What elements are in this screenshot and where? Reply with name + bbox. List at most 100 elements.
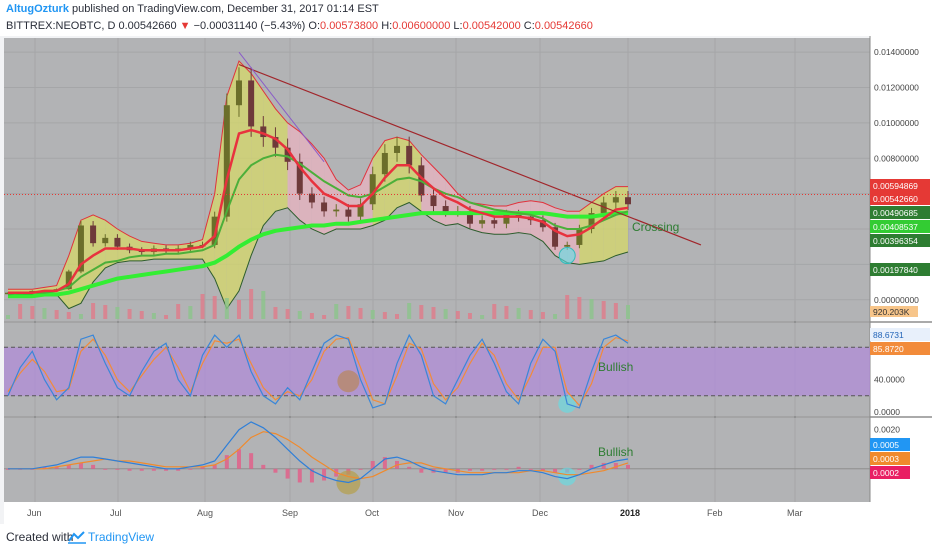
candle-body [260,126,267,138]
close-label: C: [523,20,535,32]
author-link[interactable]: AltugOzturk [6,3,69,15]
candle-body [296,161,303,194]
bollinger-upper-line [8,60,628,290]
price-value-label: 0.00542660 [873,194,918,204]
price-value-badge [870,220,930,233]
bollinger-band-fill [433,167,446,226]
volume-bar [334,304,339,319]
macd-value-label: 0.0002 [873,468,899,478]
candle-body [187,244,194,249]
volume-bar [309,313,314,319]
macd-histogram-bar [419,468,424,473]
volume-bar [504,306,509,319]
volume-bar [382,312,387,319]
bollinger-band-fill [251,73,264,256]
price-tick-label: 0.01000000 [874,118,919,128]
volume-bar [249,289,254,319]
highlight-circle [337,370,360,393]
time-tick-label: Aug [197,508,213,518]
high-label: H: [381,20,393,32]
low-value: 0.00542000 [462,20,521,32]
bollinger-band-fill [166,244,179,260]
symbol-name: BITTREX:NEOBTC, D [6,20,116,32]
volume-bar [589,299,594,319]
macd-histogram-bar [91,464,96,469]
macd-histogram-bar [54,466,59,469]
candle-body [479,220,486,224]
candle-body [357,204,364,217]
volume-bar [370,310,375,319]
candle-body [430,195,437,207]
candle-body [102,237,109,244]
candle-body [576,229,583,245]
volume-badge [870,306,918,317]
macd-histogram-bar [540,468,545,471]
stochastic-d-line [7,336,629,407]
volume-bar [467,313,472,319]
candle-body [321,202,328,212]
bollinger-band-fill [190,239,203,260]
macd-histogram-bar [528,468,533,470]
macd-histogram-bar [601,462,606,469]
volume-bar [540,312,545,319]
macd-histogram-bar [589,464,594,469]
volume-bar [188,306,193,319]
candle-body [114,237,121,247]
volume-bar [480,315,485,319]
symbol-line: BITTREX:NEOBTC, D 0.00542660 ▼ −0.000311… [6,20,593,32]
macd-value-label: 0.0003 [873,454,899,464]
macd-histogram-bar [176,468,181,471]
bollinger-band-fill [615,186,628,256]
bollinger-band-fill [336,179,349,230]
price-tick-label: 0.00000000 [874,295,919,305]
tradingview-brand[interactable]: TradingView [88,530,155,544]
time-tick-label: Jul [110,508,122,518]
candle-body [77,225,84,272]
high-value: 0.00600000 [392,20,451,32]
macd-histogram-bar [188,468,193,470]
candle-body [564,244,571,247]
time-tick-label: Jun [27,508,42,518]
chart-canvas[interactable]: Crossing 0.01400000 0.01200000 0.01000000 0.… [0,36,932,524]
candle-body [345,209,352,217]
highlight-circle [558,467,577,486]
volume-bar [492,304,497,319]
price-value-label: 0.00408537 [873,222,918,232]
macd-histogram-bar [516,466,521,469]
time-tick-label: Sep [282,508,298,518]
macd-histogram-bar [443,468,448,473]
volume-bar [261,291,266,319]
time-tick-label: Dec [532,508,549,518]
publish-line: AltugOzturk published on TradingView.com… [6,3,379,15]
macd-bullish-annotation: Bullish [598,445,633,459]
ema-mid-line [7,153,629,296]
created-with-text: Created with [6,530,74,544]
price-tick-label: 0.01200000 [874,83,919,93]
candle-body [442,206,449,212]
volume-bar [91,303,96,319]
macd-line [8,421,629,484]
stochastic-k-label: 88.6731 [873,330,904,340]
price-value-badge [870,206,930,219]
candle-body [491,220,498,224]
volume-bar [127,309,132,319]
volume-bar [613,303,618,319]
chart-header: AltugOzturk published on TradingView.com… [0,0,932,36]
macd-histogram-bar [407,466,412,469]
price-value-badge [870,192,930,205]
macd-histogram-bar [236,449,241,469]
candle-body [503,214,510,224]
macd-histogram-bar [613,462,618,469]
candle-body [235,80,242,106]
macd-histogram-bar [115,468,120,470]
crossing-annotation: Crossing [632,220,679,234]
macd-histogram-bar [127,468,132,471]
volume-bar [6,315,10,319]
volume-bar [431,307,436,319]
volume-bar [626,305,630,319]
bollinger-band-fill [384,137,398,221]
price-tick-label: 0.00800000 [874,153,919,163]
change-text: −0.00031140 (−5.43%) [193,20,306,32]
bollinger-band-fill [506,202,519,235]
price-value-label: 0.00490685 [873,208,918,218]
